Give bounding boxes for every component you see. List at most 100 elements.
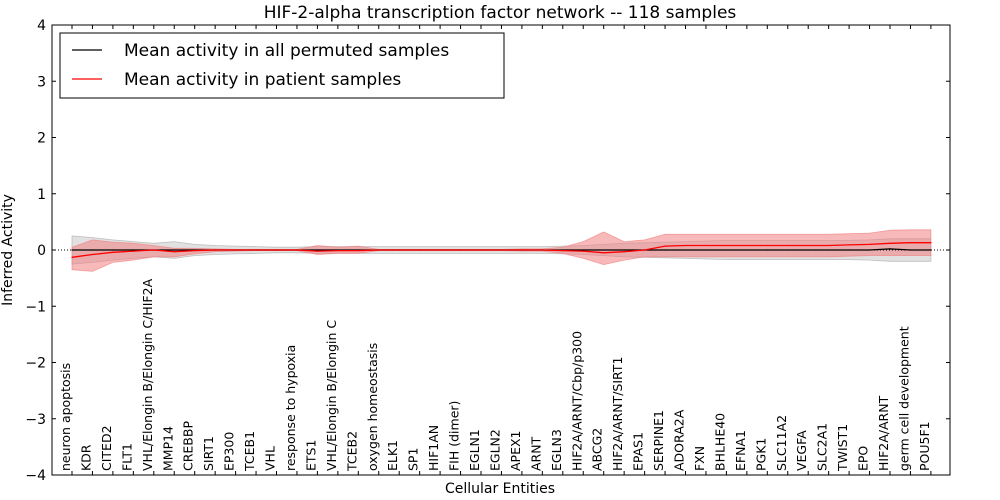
x-category-label: HIF2A/ARNT — [876, 395, 891, 471]
x-category-label: EPAS1 — [631, 432, 646, 471]
x-category-label: SERPINE1 — [651, 410, 666, 471]
legend: Mean activity in all permuted samples Mea… — [59, 32, 505, 99]
point-series-1-10 — [275, 249, 278, 251]
x-category-label: oxygen homeostasis — [365, 343, 380, 471]
point-series-0-40 — [889, 248, 891, 250]
point-series-0-37 — [828, 249, 830, 251]
x-category-label: FIH (dimer) — [447, 401, 462, 471]
point-series-0-30 — [684, 249, 687, 251]
point-series-1-29 — [664, 245, 666, 247]
point-series-1-34 — [766, 244, 768, 247]
point-series-1-30 — [684, 244, 687, 247]
point-series-0-32 — [725, 249, 728, 251]
point-series-1-5 — [173, 251, 175, 253]
x-category-label: response to hypoxia — [283, 345, 298, 471]
point-series-1-0 — [71, 256, 73, 258]
point-series-1-31 — [705, 244, 707, 247]
point-series-1-18 — [439, 249, 441, 251]
chart-title: HIF-2-alpha transcription factor network… — [264, 3, 737, 23]
point-series-1-17 — [419, 249, 421, 251]
x-category-label: VHL — [263, 446, 278, 471]
plot-frame — [51, 24, 951, 476]
x-category-label: VHL/Elongin B/Elongin C/HIF2A — [140, 278, 155, 471]
point-series-0-36 — [807, 249, 809, 251]
x-category-label: VHL/Elongin B/Elongin C — [324, 320, 339, 471]
point-series-0-35 — [787, 249, 789, 251]
point-series-0-0 — [71, 249, 73, 251]
point-series-0-33 — [746, 249, 748, 251]
y-tick-label: 0 — [37, 243, 46, 259]
point-series-1-26 — [603, 252, 605, 254]
y-tick-label: 2 — [37, 131, 46, 147]
point-series-0-3 — [132, 249, 134, 251]
x-category-label: EGLN1 — [467, 429, 482, 471]
x-axis: neuron apoptosis KDR CITED2 FLT1 VHL/Elongin… — [58, 25, 932, 475]
y-tick-label: −4 — [25, 468, 46, 484]
x-category-label: SLC11A2 — [774, 415, 789, 471]
point-series-1-2 — [112, 251, 114, 253]
point-series-0-41 — [909, 249, 912, 251]
point-series-0-39 — [868, 249, 871, 251]
legend-label-0: Mean activity in all permuted samples — [124, 41, 449, 61]
point-series-1-7 — [214, 249, 216, 251]
point-series-1-40 — [889, 242, 891, 244]
point-series-0-31 — [705, 249, 707, 251]
point-series-0-29 — [664, 249, 666, 251]
point-series-1-38 — [848, 244, 850, 246]
x-category-label: ADORA2A — [672, 409, 687, 471]
x-category-label: POU5F1 — [917, 421, 932, 471]
x-category-label: CITED2 — [99, 425, 114, 471]
x-category-label: SLC2A1 — [815, 423, 830, 471]
x-category-label: APEX1 — [508, 430, 523, 471]
point-series-1-41 — [909, 242, 912, 244]
x-category-label: MMP14 — [160, 426, 175, 471]
x-category-label: ETS1 — [303, 440, 318, 471]
point-series-1-16 — [398, 249, 400, 251]
x-category-label: FXN — [692, 446, 707, 471]
point-series-1-12 — [316, 250, 318, 252]
point-series-1-28 — [644, 249, 646, 251]
x-category-label: HIF1AN — [426, 425, 441, 471]
legend-label-1: Mean activity in patient samples — [124, 70, 401, 90]
y-tick-label: −1 — [25, 299, 46, 315]
x-category-label: TCEB1 — [242, 431, 257, 472]
point-series-1-1 — [91, 253, 94, 256]
point-series-1-11 — [296, 249, 298, 251]
x-category-label: germ cell development — [896, 326, 911, 471]
point-series-1-4 — [153, 249, 155, 251]
x-category-label: HIF2A/ARNT/SIRT1 — [610, 357, 625, 471]
point-series-1-6 — [194, 249, 196, 252]
y-tick-label: −2 — [25, 356, 46, 372]
x-category-label: EGLN3 — [549, 429, 564, 471]
x-category-label: ELK1 — [385, 440, 400, 471]
y-tick-label: 1 — [37, 187, 46, 203]
point-series-1-36 — [807, 244, 809, 247]
x-category-label: EPO — [856, 446, 871, 471]
x-category-label: VEGFA — [794, 430, 809, 471]
point-series-1-39 — [868, 243, 871, 245]
point-series-1-32 — [725, 244, 728, 247]
point-series-0-1 — [91, 249, 94, 251]
point-series-1-20 — [480, 249, 482, 251]
point-series-0-12 — [316, 249, 318, 251]
point-series-1-23 — [541, 249, 543, 251]
y-tick-label: 4 — [37, 18, 46, 34]
point-series-1-35 — [787, 244, 789, 247]
point-series-1-22 — [521, 249, 523, 251]
x-category-label: neuron apoptosis — [58, 363, 73, 471]
point-series-1-13 — [337, 249, 339, 252]
point-series-0-2 — [112, 249, 114, 251]
point-series-1-27 — [623, 251, 625, 253]
x-category-label: TCEB2 — [344, 431, 359, 472]
x-axis-title: Cellular Entities — [445, 481, 555, 497]
x-category-label: TWIST1 — [835, 424, 850, 472]
point-series-1-21 — [500, 249, 503, 251]
point-series-0-38 — [848, 249, 850, 251]
point-series-0-27 — [623, 249, 625, 251]
x-category-label: KDR — [78, 444, 93, 471]
x-category-label: SP1 — [406, 448, 421, 471]
x-category-label: BHLHE40 — [712, 413, 727, 471]
x-category-label: EFNA1 — [733, 430, 748, 471]
point-series-0-34 — [766, 249, 768, 251]
point-series-0-25 — [582, 249, 584, 251]
